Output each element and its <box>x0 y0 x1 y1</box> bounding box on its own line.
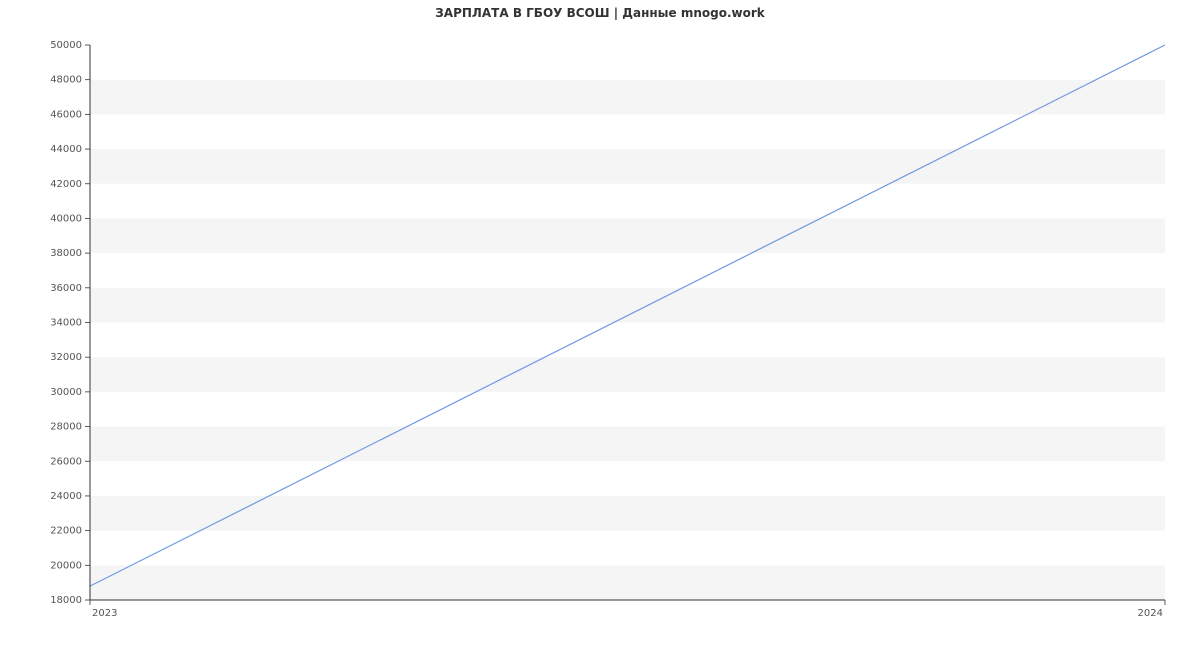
y-tick-label: 40000 <box>50 213 82 224</box>
y-tick-label: 44000 <box>50 144 82 155</box>
salary-line-chart: ЗАРПЛАТА В ГБОУ ВСОШ | Данные mnogo.work… <box>0 0 1200 650</box>
x-tick-label: 2024 <box>1138 608 1163 619</box>
y-tick-label: 50000 <box>50 40 82 51</box>
y-tick-label: 48000 <box>50 75 82 86</box>
y-tick-label: 30000 <box>50 387 82 398</box>
y-tick-label: 34000 <box>50 318 82 329</box>
y-tick-label: 28000 <box>50 422 82 433</box>
y-tick-label: 32000 <box>50 352 82 363</box>
y-tick-label: 20000 <box>50 560 82 571</box>
chart-canvas: 18000 20000 22000 24000 26000 28000 30000 32000… <box>0 0 1200 650</box>
x-tick-label: 2023 <box>92 608 117 619</box>
y-tick-label: 36000 <box>50 283 82 294</box>
y-tick-label: 38000 <box>50 248 82 259</box>
y-tick-label: 24000 <box>50 491 82 502</box>
y-tick-label: 18000 <box>50 595 82 606</box>
y-tick-label: 22000 <box>50 526 82 537</box>
y-tick-label: 42000 <box>50 179 82 190</box>
y-tick-label: 46000 <box>50 109 82 120</box>
y-tick-label: 26000 <box>50 456 82 467</box>
